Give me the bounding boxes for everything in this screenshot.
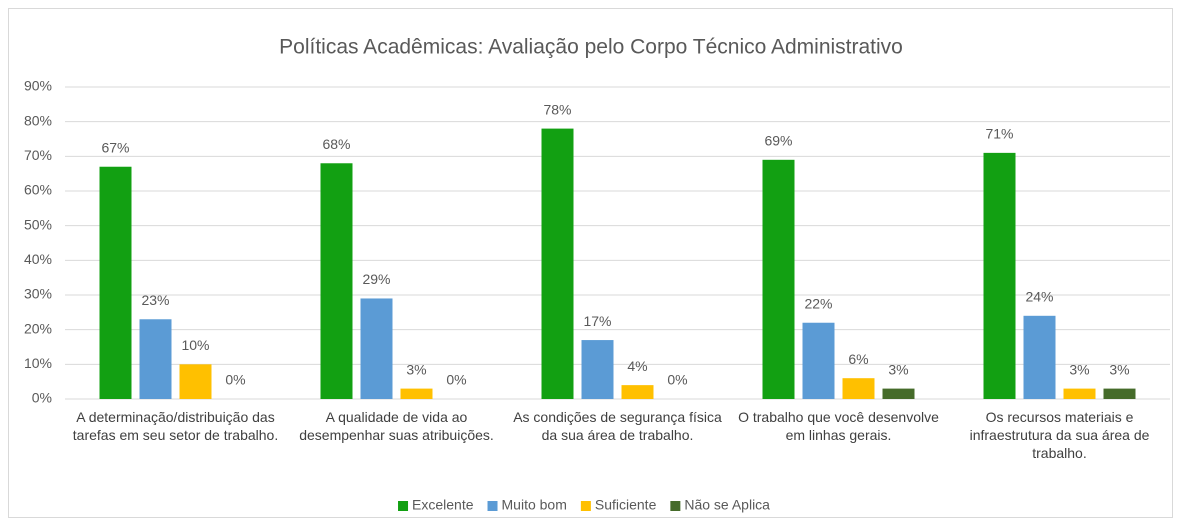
- legend-label: Suficiente: [595, 497, 657, 513]
- data-label: 23%: [141, 292, 169, 308]
- bar: [541, 128, 574, 399]
- x-tick-label: A determinação/distribuição das tarefas …: [72, 409, 279, 443]
- data-label: 3%: [406, 361, 426, 377]
- x-tick-label: As condições de segurança física da sua …: [513, 409, 722, 443]
- y-tick-label: 40%: [24, 251, 52, 267]
- bar: [842, 378, 875, 399]
- data-label: 29%: [362, 271, 390, 287]
- y-tick-label: 30%: [24, 286, 52, 302]
- data-label: 17%: [583, 313, 611, 329]
- y-tick-label: 70%: [24, 147, 52, 163]
- data-label: 71%: [985, 126, 1013, 142]
- legend-swatch: [487, 501, 498, 511]
- bar: [802, 322, 835, 399]
- y-tick-label: 90%: [24, 78, 52, 94]
- x-tick-label: A qualidade de vida ao desempenhar suas …: [299, 409, 494, 443]
- y-tick-label: 20%: [24, 320, 52, 336]
- bar: [882, 388, 915, 399]
- legend-swatch: [398, 501, 409, 511]
- bar: [1023, 315, 1056, 399]
- data-label: 67%: [101, 139, 129, 155]
- data-label: 4%: [627, 358, 647, 374]
- data-label: 0%: [667, 372, 687, 388]
- legend-label: Não se Aplica: [684, 497, 770, 513]
- data-label: 3%: [1069, 361, 1089, 377]
- data-label: 0%: [446, 372, 466, 388]
- data-label: 0%: [225, 372, 245, 388]
- data-label: 6%: [848, 351, 868, 367]
- y-tick-label: 0%: [32, 390, 52, 406]
- data-label: 68%: [322, 136, 350, 152]
- data-label: 10%: [181, 337, 209, 353]
- data-label: 69%: [764, 133, 792, 149]
- y-tick-label: 80%: [24, 112, 52, 128]
- legend-label: Muito bom: [502, 497, 567, 513]
- data-label: 3%: [888, 361, 908, 377]
- legend-swatch: [580, 501, 591, 511]
- y-tick-label: 10%: [24, 355, 52, 371]
- bar: [139, 319, 172, 399]
- data-label: 24%: [1025, 289, 1053, 305]
- y-tick-label: 60%: [24, 182, 52, 198]
- bar: [762, 159, 795, 399]
- bar: [1103, 388, 1136, 399]
- data-label: 3%: [1109, 361, 1129, 377]
- chart-frame: [8, 8, 1173, 518]
- bar: [581, 340, 614, 399]
- bar: [320, 163, 353, 399]
- bar: [360, 298, 393, 399]
- chart-title: Políticas Acadêmicas: Avaliação pelo Cor…: [279, 36, 903, 59]
- bar: [983, 152, 1016, 399]
- legend-swatch: [670, 501, 681, 511]
- data-label: 78%: [543, 101, 571, 117]
- x-tick-label: Os recursos materiais e infraestrutura d…: [969, 409, 1150, 461]
- data-label: 22%: [804, 295, 832, 311]
- bar: [99, 166, 132, 399]
- legend-label: Excelente: [412, 497, 474, 513]
- y-tick-label: 50%: [24, 216, 52, 232]
- bar: [400, 388, 433, 399]
- bar: [179, 364, 212, 399]
- bar: [1063, 388, 1096, 399]
- x-tick-label: O trabalho que você desenvolve em linhas…: [738, 409, 939, 443]
- bar: [621, 385, 654, 399]
